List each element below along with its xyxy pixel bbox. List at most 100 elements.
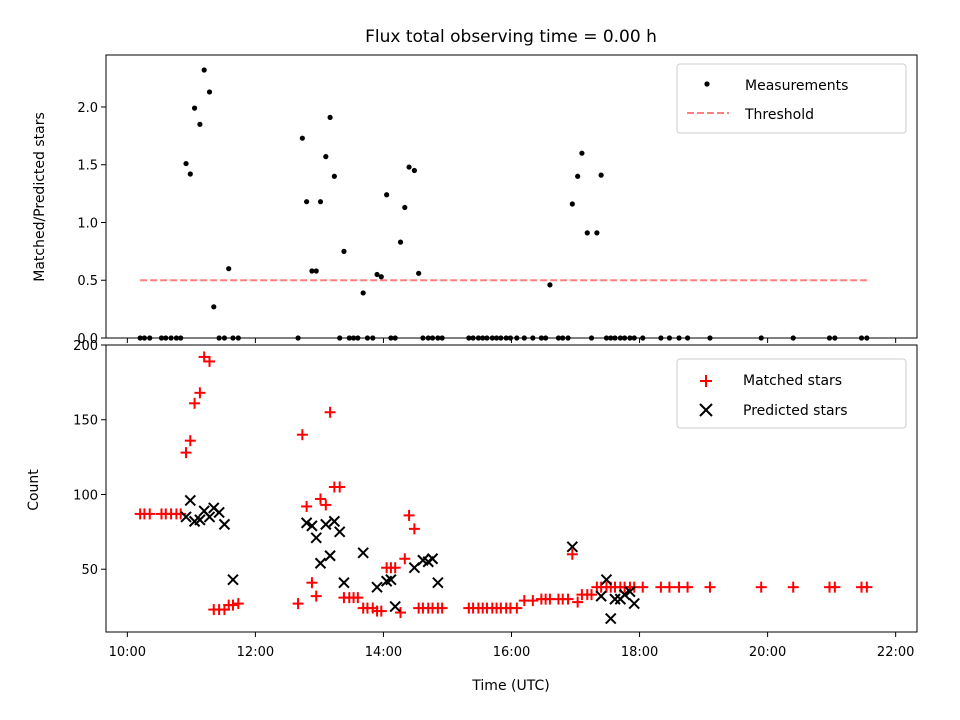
predicted-star-point — [624, 585, 636, 598]
legend-predicted-marker — [699, 403, 713, 417]
predicted-star-point — [595, 590, 607, 602]
predicted-star-point — [310, 532, 322, 544]
predicted-star-point — [432, 576, 444, 589]
predicted-star-point — [324, 550, 336, 562]
top-subplot: 0.00.51.01.52.0 Matched/Predicted stars … — [32, 54, 918, 347]
matched-star-point — [184, 435, 196, 447]
measurement-point — [191, 105, 198, 111]
matched-star-point — [204, 355, 216, 367]
predicted-star-point — [371, 581, 383, 593]
matched-star-point — [787, 581, 799, 593]
matched-star-point — [334, 481, 346, 493]
measurement-point — [304, 199, 310, 205]
bottom-x-ticks: 10:00 12:00 14:00 16:00 18:00 20:00 22:00 — [109, 632, 914, 660]
top-y-tick-label: 1.0 — [77, 216, 98, 231]
matched-star-point — [403, 509, 415, 521]
measurement-point — [341, 248, 347, 254]
bottom-points-layer — [134, 351, 873, 625]
predicted-star-point — [628, 597, 640, 610]
bottom-y-tick-label: 150 — [73, 414, 98, 429]
top-x-ticks — [126, 338, 897, 343]
predicted-star-point — [385, 573, 397, 586]
measurement-point — [575, 173, 581, 179]
top-y-tick-label: 0.0 — [77, 332, 98, 347]
matched-star-point — [511, 602, 523, 614]
measurement-point — [317, 199, 324, 205]
predicted-star-point — [566, 541, 579, 553]
top-y-tick-label: 2.0 — [77, 101, 98, 116]
matched-star-point — [663, 581, 675, 593]
matched-star-point — [755, 581, 767, 593]
matched-star-point — [232, 598, 244, 610]
predicted-star-point — [300, 517, 313, 529]
x-tick-label: 18:00 — [621, 645, 658, 660]
legend-predicted-label: Predicted stars — [743, 403, 848, 419]
measurement-point — [206, 89, 213, 95]
measurement-point — [547, 282, 553, 288]
matched-star-point — [301, 500, 313, 512]
measurement-point — [187, 171, 193, 177]
bottom-y-ticks: 50 100 150 200 — [73, 339, 106, 578]
matched-star-point — [314, 493, 326, 505]
x-tick-label: 20:00 — [749, 645, 786, 660]
matched-star-point — [566, 548, 578, 560]
matched-star-point — [586, 589, 598, 601]
predicted-star-point — [306, 520, 318, 532]
measurement-point — [397, 239, 404, 245]
matched-star-point — [436, 602, 448, 614]
predicted-star-point — [194, 514, 206, 526]
matched-star-point — [637, 581, 649, 593]
legend-measurements-label: Measurements — [745, 78, 848, 94]
measurement-point — [406, 164, 412, 170]
measurement-point — [374, 271, 380, 278]
bottom-subplot: 50 100 150 200 10:00 12:00 14:00 16:00 18:00 20:… — [26, 339, 918, 694]
matched-star-point — [829, 581, 841, 593]
matched-star-point — [399, 553, 411, 565]
measurement-point — [360, 290, 366, 296]
predicted-star-point — [357, 547, 369, 559]
matched-star-point — [704, 581, 716, 593]
measurement-point — [569, 201, 575, 207]
matched-star-point — [375, 605, 387, 617]
top-y-tick-label: 0.5 — [77, 274, 98, 289]
predicted-star-point — [218, 518, 231, 531]
predicted-star-point — [426, 553, 439, 565]
predicted-star-point — [338, 576, 350, 589]
bottom-y-tick-label: 100 — [73, 488, 98, 503]
matched-star-point — [189, 397, 201, 409]
top-legend: Measurements Threshold — [676, 63, 907, 134]
x-tick-label: 10:00 — [109, 645, 146, 660]
matched-star-point — [296, 429, 308, 441]
x-axis-label: Time (UTC) — [471, 678, 549, 694]
predicted-star-point — [314, 557, 327, 569]
measurement-point — [323, 154, 329, 160]
bottom-y-tick-label: 50 — [81, 563, 98, 578]
legend-matched-marker — [700, 375, 712, 387]
measurement-point — [309, 268, 315, 274]
measurement-point — [299, 135, 305, 141]
matched-star-point — [408, 523, 420, 535]
bottom-legend: Matched stars Predicted stars — [676, 358, 907, 429]
bottom-y-tick-label: 200 — [73, 339, 98, 354]
matched-star-point — [324, 406, 336, 418]
matched-star-point — [562, 593, 574, 605]
predicted-star-point — [618, 588, 631, 601]
top-legend-box — [676, 63, 907, 134]
measurement-point — [579, 150, 585, 156]
bottom-legend-box — [676, 358, 907, 429]
matched-star-point — [194, 387, 206, 399]
predicted-star-point — [184, 494, 197, 507]
chart-title: Flux total observing time = 0.00 h — [365, 27, 657, 47]
measurement-point — [378, 274, 384, 280]
matched-star-point — [320, 499, 332, 511]
predicted-star-point — [227, 573, 239, 586]
matched-star-point — [352, 592, 364, 604]
measurement-point — [384, 192, 390, 198]
measurement-point — [183, 160, 189, 167]
bottom-y-axis-label: Count — [26, 469, 42, 511]
matched-star-point — [180, 447, 192, 459]
legend-matched-label: Matched stars — [743, 373, 842, 389]
matched-star-point — [572, 596, 584, 608]
predicted-star-point — [609, 593, 621, 605]
measurement-point — [598, 172, 604, 178]
